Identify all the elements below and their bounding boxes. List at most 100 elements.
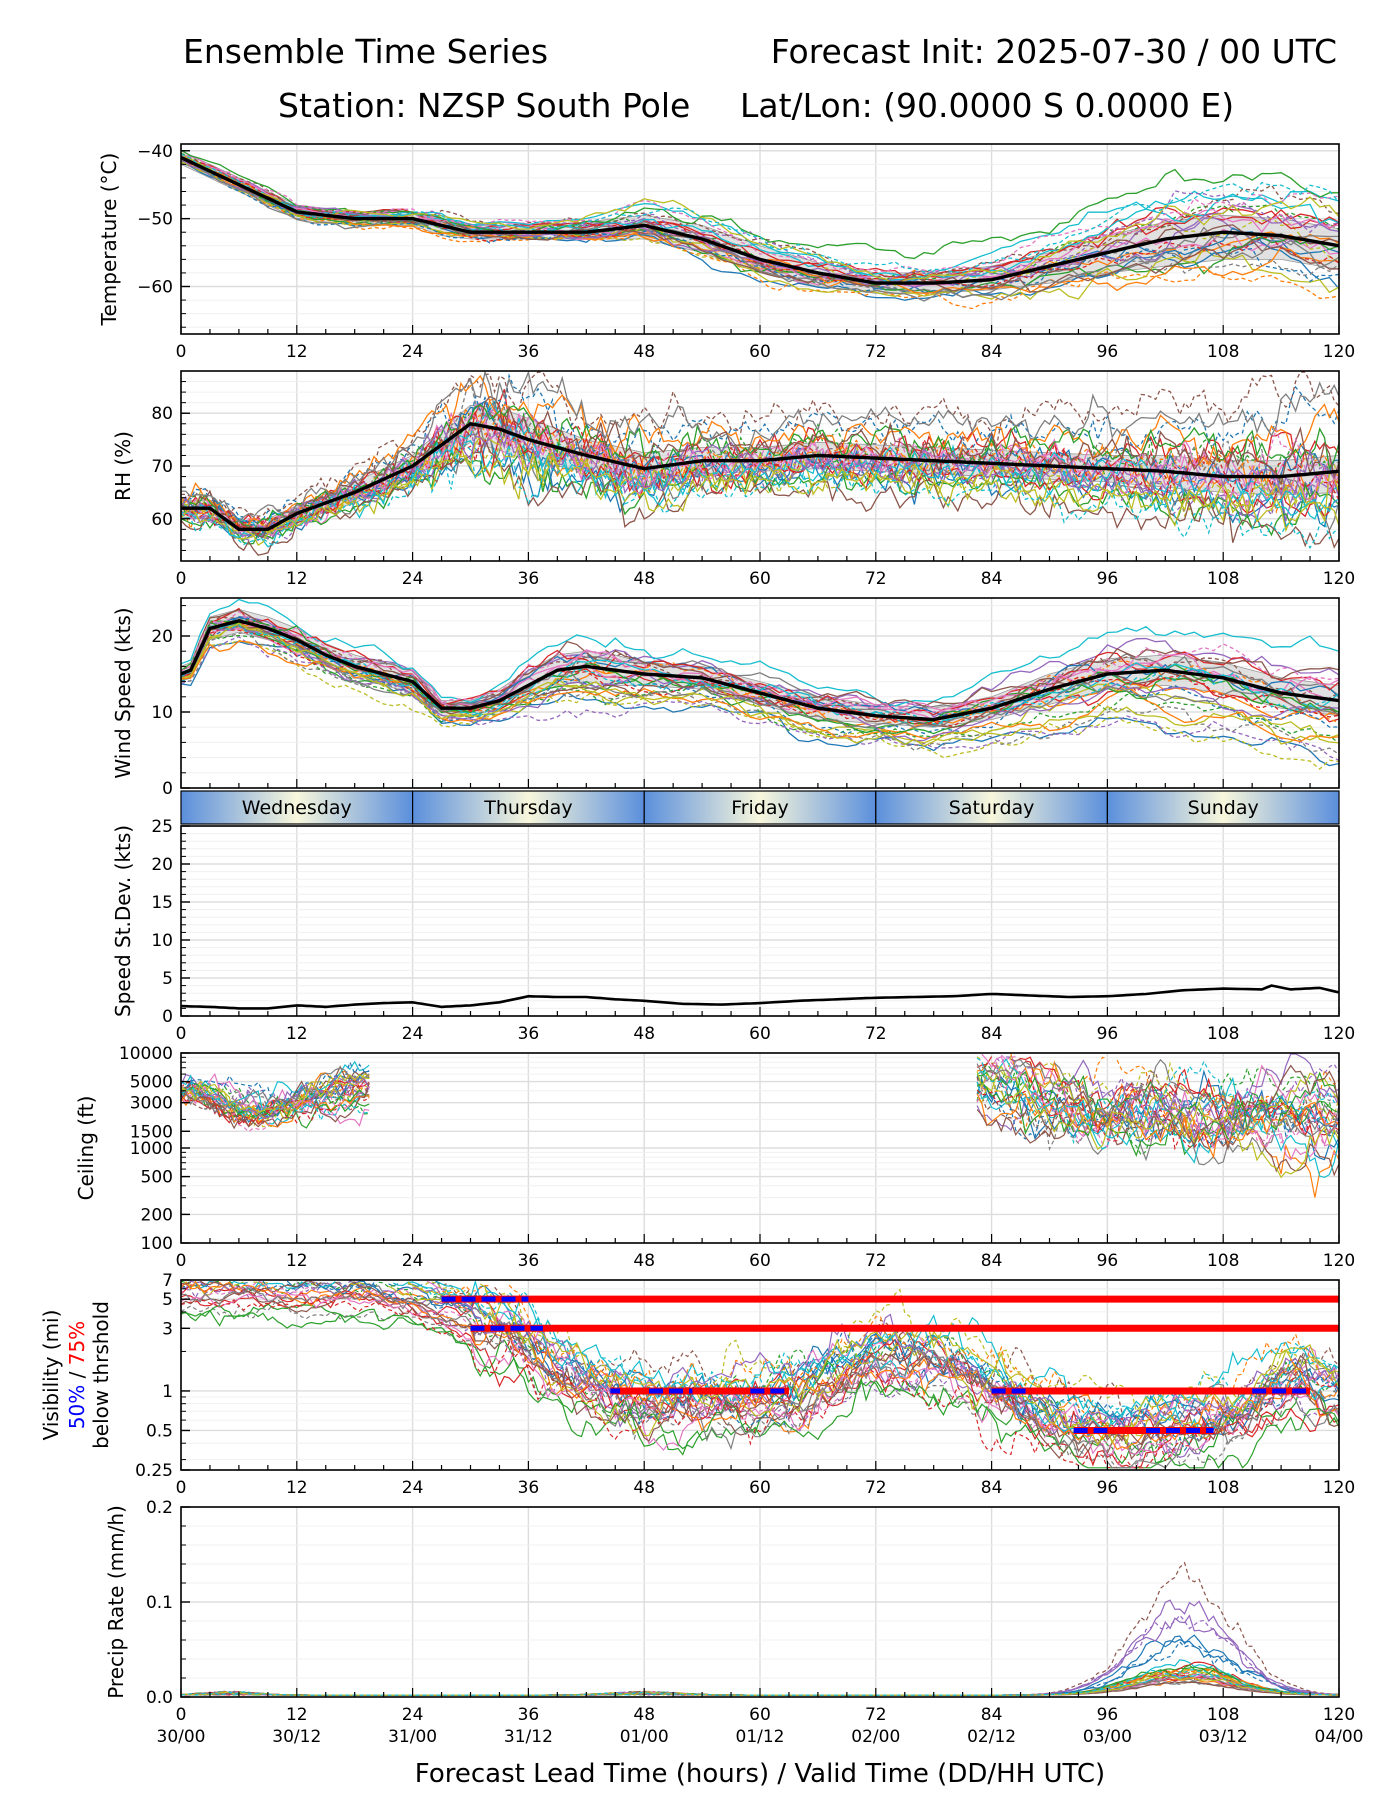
rh-xtick-label: 24 [402,569,424,589]
ensemble-member-line [180,156,1340,302]
speed-stdev-xtick-label: 36 [518,1024,540,1044]
ceiling-ytick-label: 1500 [130,1122,173,1142]
ensemble-member-line [229,1280,1340,1460]
ensemble-member-line [199,1280,322,1294]
forecast-init-title: Forecast Init: 2025-07-30 / 00 UTC [770,32,1337,71]
ensemble-member-line [180,378,1340,533]
ensemble-member-line [180,426,1340,543]
ensemble-member-line [976,1065,1340,1145]
speed-stdev-y-label: Speed St.Dev. (kts) [111,825,135,1017]
valid-time-tick-label: 02/12 [967,1727,1016,1747]
ensemble-member-line [1116,1059,1340,1144]
ensemble-member-line [976,1093,1340,1148]
speed-stdev-xtick-label: 60 [749,1024,771,1044]
ensemble-member-line [388,1285,1340,1447]
ensemble-member-line [233,1281,244,1286]
temperature-y-label: Temperature (°C) [97,153,121,327]
visibility-ytick-label: 1 [162,1382,173,1402]
visibility-threshold-label: below thrshold [89,1301,113,1449]
precip-xtick-label: 24 [402,1705,424,1725]
speed-stdev-xtick-label: 12 [286,1024,308,1044]
ceiling-ytick-label: 3000 [130,1094,173,1114]
ensemble-member-line [181,371,1340,517]
ceiling-ytick-label: 5000 [130,1073,173,1093]
ceiling-xtick-label: 12 [286,1251,308,1271]
ensemble-member-line [180,369,1340,523]
visibility-y-label: Visibility (mi) [39,1310,63,1441]
ensemble-member-line [976,1057,1340,1145]
speed-stdev-xtick-label: 96 [1097,1024,1119,1044]
pct-50-label: 50% [65,1385,89,1429]
rh-xtick-label: 0 [176,569,187,589]
ensemble-member-line [180,1292,1340,1438]
ensemble-member-line [180,1079,370,1109]
wind-speed-mean-line [180,619,1340,722]
speed-stdev-xtick-label: 84 [981,1024,1003,1044]
temperature-xtick-label: 60 [749,342,771,362]
ceiling-xtick-label: 72 [865,1251,887,1271]
rh-xtick-label: 36 [518,569,540,589]
ensemble-member-line [180,153,1340,287]
visibility-ytick-label: 0.5 [146,1421,173,1441]
rh-ytick-label: 60 [151,510,173,530]
ensemble-member-line [407,1281,471,1296]
ensemble-member-line [180,154,1340,273]
temperature-mean-line [180,156,1340,285]
ensemble-member-line [180,621,1340,724]
ensemble-member-line [180,1281,220,1289]
ceiling-ytick-label: 10000 [119,1044,173,1064]
speed-stdev-xtick-label: 48 [633,1024,655,1044]
temperature-xtick-label: 0 [176,342,187,362]
ceiling-xtick-label: 0 [176,1251,187,1271]
temperature-xtick-label: 12 [286,342,308,362]
precip-xtick-label: 84 [981,1705,1003,1725]
wind-speed-y-label: Wind Speed (kts) [111,607,135,778]
ensemble-member-line [180,1280,1340,1469]
precip-xtick-label: 12 [286,1705,308,1725]
temperature-xtick-label: 96 [1097,342,1119,362]
chart-title-left: Ensemble Time Series [183,32,549,71]
ensemble-member-line [180,1072,370,1127]
precip-xtick-label: 108 [1207,1705,1239,1725]
rh-xtick-label: 60 [749,569,771,589]
rh-y-label: RH (%) [111,431,135,501]
speed-stdev-ytick-label: 15 [151,893,173,913]
temperature-xtick-label: 120 [1323,342,1355,362]
wind-speed-ytick-label: 0 [162,779,173,799]
valid-time-tick-label: 01/00 [620,1727,669,1747]
ensemble-member-line [180,411,1340,542]
day-of-week-bar: Wednesday Thursday Friday Saturday Sunday [180,790,1340,825]
ensemble-member-line [180,1073,370,1113]
ensemble-member-line [180,373,1340,527]
temperature-xtick-label: 108 [1207,342,1239,362]
ensemble-member-line [180,636,1340,761]
day-segment [643,790,877,825]
rh-xtick-label: 120 [1323,569,1355,589]
ensemble-member-line [976,1071,1340,1179]
ensemble-member-line [180,622,1340,747]
ensemble-member-line [180,625,1340,742]
wind-speed-ytick-label: 10 [151,703,173,723]
wind-speed-panel: 0 10 20 Wind Speed (kts) [111,597,1340,799]
ensemble-member-line [180,157,1340,287]
temperature-ytick-label: −50 [137,210,173,230]
ensemble-member-line [180,1085,370,1122]
visibility-xtick-label: 84 [981,1478,1003,1498]
ensemble-member-line [180,622,1340,729]
ensemble-member-line [180,1060,370,1107]
valid-time-tick-label: 03/12 [1199,1727,1248,1747]
temperature-xtick-label: 72 [865,342,887,362]
temperature-xtick-label: 24 [402,342,424,362]
ceiling-ytick-label: 500 [141,1168,173,1188]
precip-xtick-label: 0 [176,1705,187,1725]
pct-75-label: 75% [65,1321,89,1365]
visibility-panel: 0.25 0.5 1 3 57 0 12 24 36 48 60 72 84 96 108 120 Visi… [39,1271,1355,1498]
rh-xtick-label: 84 [981,569,1003,589]
ceiling-ytick-label: 200 [141,1205,173,1225]
ensemble-member-line [180,639,1340,770]
ensemble-member-line [243,1281,249,1284]
temperature-ytick-label: −60 [137,278,173,298]
ensemble-member-line [180,1303,1340,1465]
valid-time-tick-label: 31/12 [504,1727,553,1747]
speed-stdev-xtick-label: 120 [1323,1024,1355,1044]
